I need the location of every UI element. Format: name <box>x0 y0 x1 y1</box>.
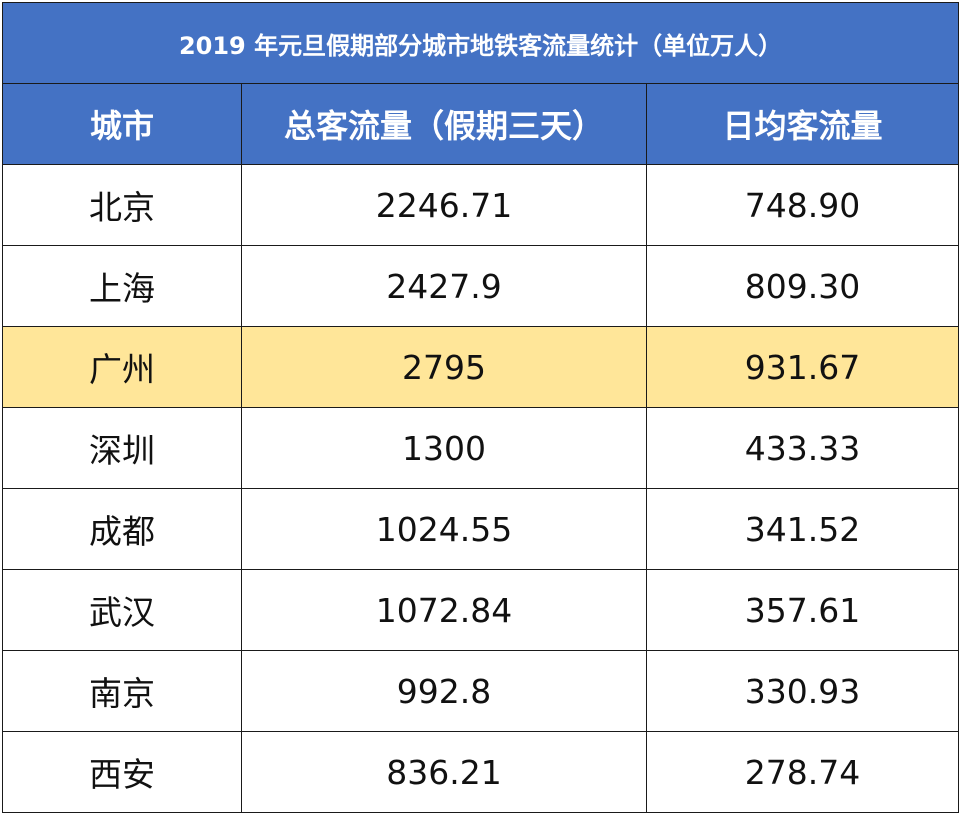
table-row: 北京 2246.71 748.90 <box>2 164 960 246</box>
daily-cell: 278.74 <box>645 731 960 813</box>
column-header-city: 城市 <box>2 83 242 165</box>
total-cell: 2427.9 <box>241 245 647 327</box>
city-cell: 成都 <box>2 488 242 570</box>
total-cell: 1024.55 <box>241 488 647 570</box>
daily-cell: 809.30 <box>645 245 960 327</box>
table-title: 2019 年元旦假期部分城市地铁客流量统计（单位万人） <box>1 2 960 84</box>
table-row: 广州 2795 931.67 <box>2 326 960 408</box>
table-row: 成都 1024.55 341.52 <box>2 488 960 570</box>
daily-cell: 341.52 <box>645 488 960 570</box>
daily-cell: 433.33 <box>645 407 960 489</box>
daily-cell: 931.67 <box>645 326 960 408</box>
total-cell: 1072.84 <box>241 569 647 651</box>
daily-cell: 357.61 <box>645 569 960 651</box>
city-cell: 上海 <box>2 245 242 327</box>
daily-cell: 330.93 <box>645 650 960 732</box>
city-cell: 武汉 <box>2 569 242 651</box>
total-cell: 1300 <box>241 407 647 489</box>
table-row: 深圳 1300 433.33 <box>2 407 960 489</box>
table-row: 西安 836.21 278.74 <box>2 731 960 813</box>
city-cell: 北京 <box>2 164 242 246</box>
table-row: 上海 2427.9 809.30 <box>2 245 960 327</box>
daily-cell: 748.90 <box>645 164 960 246</box>
title-row: 2019 年元旦假期部分城市地铁客流量统计（单位万人） <box>1 2 960 84</box>
city-cell: 西安 <box>2 731 242 813</box>
total-cell: 992.8 <box>241 650 647 732</box>
column-header-total: 总客流量（假期三天） <box>241 83 647 165</box>
total-cell: 2795 <box>241 326 647 408</box>
table-row: 南京 992.8 330.93 <box>2 650 960 732</box>
table-row: 武汉 1072.84 357.61 <box>2 569 960 651</box>
city-cell: 南京 <box>2 650 242 732</box>
city-cell: 深圳 <box>2 407 242 489</box>
column-header-daily: 日均客流量 <box>645 83 960 165</box>
total-cell: 2246.71 <box>241 164 647 246</box>
header-row: 城市 总客流量（假期三天） 日均客流量 <box>2 83 960 165</box>
city-cell: 广州 <box>2 326 242 408</box>
total-cell: 836.21 <box>241 731 647 813</box>
metro-ridership-table: 2019 年元旦假期部分城市地铁客流量统计（单位万人） 城市 总客流量（假期三天… <box>1 2 960 813</box>
